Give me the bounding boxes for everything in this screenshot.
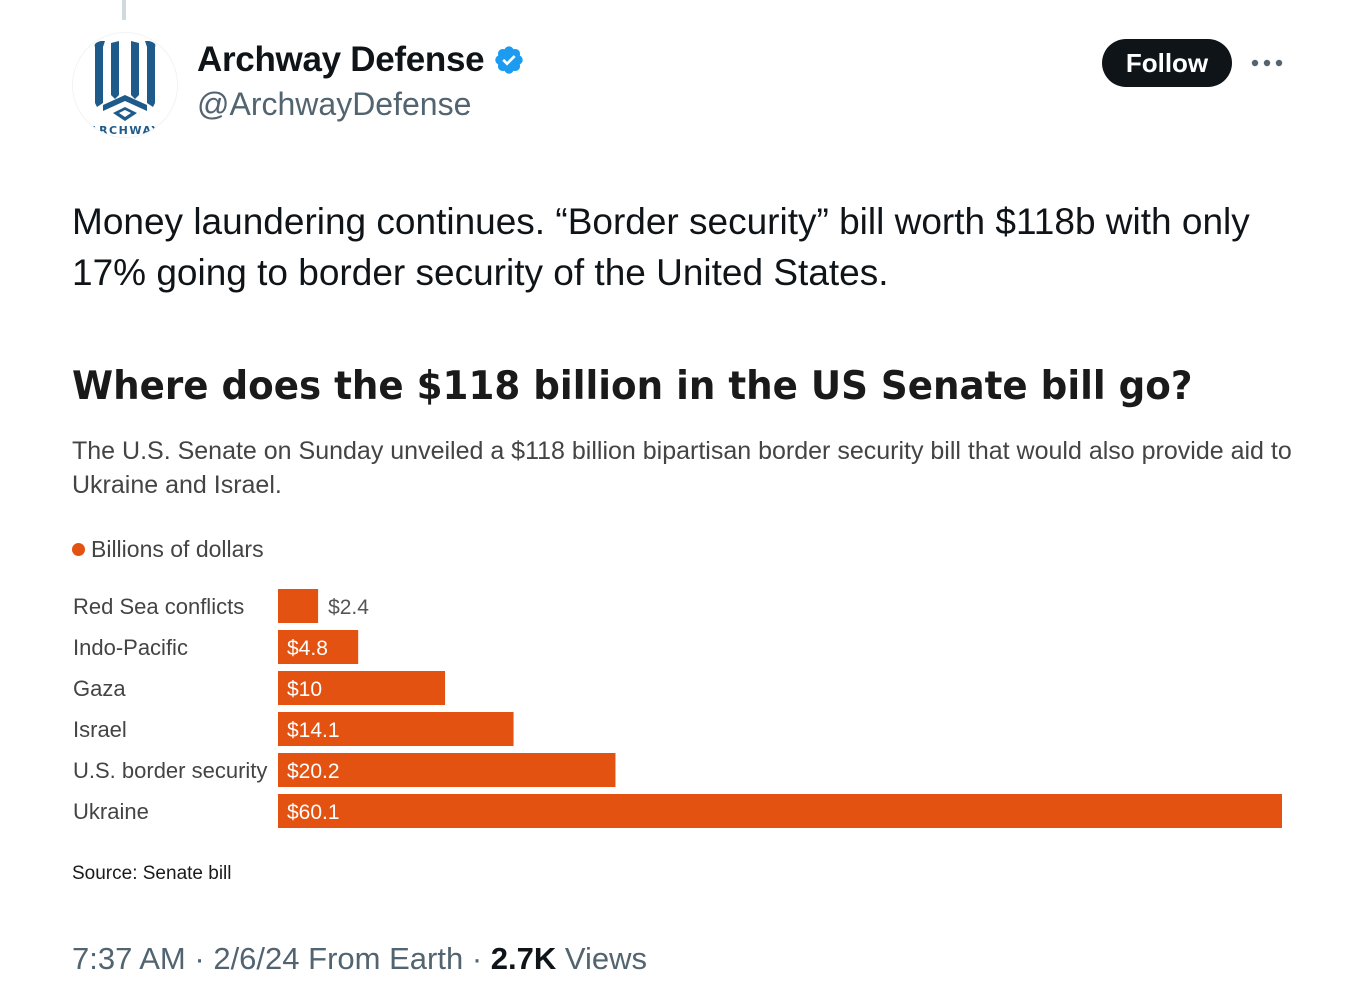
bar (278, 671, 446, 705)
tweet-meta: 7:37 AM · 2/6/24 From Earth · 2.7K Views (72, 941, 647, 977)
meta-separator: · (194, 941, 205, 976)
bar (278, 712, 514, 746)
graphic-subtitle: The U.S. Senate on Sunday unveiled a $11… (72, 437, 1292, 499)
value-label: $20.2 (287, 760, 340, 783)
bar (278, 589, 319, 623)
legend-label: Billions of dollars (91, 536, 264, 562)
category-label: Gaza (73, 676, 126, 701)
views-label: Views (564, 941, 648, 976)
graphic-title: Where does the $118 billion in the US Se… (72, 364, 1193, 409)
tweet-date[interactable]: 2/6/24 (213, 941, 300, 976)
meta-separator: · (471, 941, 483, 976)
tweet-time[interactable]: 7:37 AM (72, 941, 186, 976)
bar-chart: Red Sea conflicts $2.4 Indo-Pacific $4.8 Gaz… (73, 589, 1282, 828)
bar (278, 630, 359, 664)
category-label: Ukraine (73, 799, 149, 824)
display-name[interactable]: Archway Defense (197, 40, 485, 79)
chart-source: Source: Senate bill (72, 863, 232, 884)
avatar[interactable]: ARCHWAY (72, 32, 178, 138)
category-label: U.S. border security (73, 758, 267, 783)
bar (278, 753, 616, 787)
category-label: Indo-Pacific (73, 635, 188, 660)
follow-button[interactable]: Follow (1102, 39, 1232, 87)
verified-badge-icon (495, 46, 523, 74)
value-label: $10 (287, 678, 322, 701)
thread-connector-line (122, 0, 126, 20)
avatar-logo-text: ARCHWAY (89, 124, 161, 137)
value-label: $2.4 (328, 596, 369, 619)
more-options-icon[interactable] (1250, 52, 1284, 74)
views-count[interactable]: 2.7K (490, 941, 557, 976)
tweet-text: Money laundering continues. “Border secu… (72, 201, 1250, 293)
account-handle[interactable]: @ArchwayDefense (197, 86, 472, 122)
value-label: $60.1 (287, 801, 340, 824)
archway-logo-icon: ARCHWAY (73, 33, 177, 137)
bar (278, 794, 1282, 828)
category-label: Israel (73, 717, 127, 742)
chart-legend: Billions of dollars (72, 536, 264, 563)
legend-swatch (72, 543, 85, 556)
tweet-location: From Earth (308, 941, 464, 976)
value-label: $14.1 (287, 719, 340, 742)
account-name-row: Archway Defense (197, 40, 525, 80)
category-label: Red Sea conflicts (73, 594, 244, 619)
value-label: $4.8 (287, 637, 328, 660)
